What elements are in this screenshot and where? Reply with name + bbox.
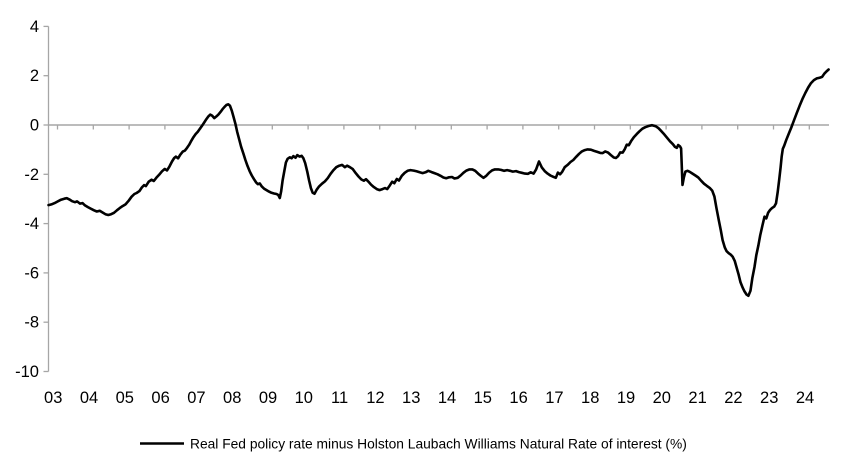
x-axis: 03 04 05 06 07 08 09 10 11 12 13 14 15 16 17 18 19 20 21 22…: [44, 125, 814, 407]
legend-label: Real Fed policy rate minus Holston Lauba…: [190, 437, 687, 452]
x-axis-label: 07: [187, 389, 205, 407]
x-axis-label: 05: [116, 389, 134, 407]
x-axis-label: 20: [653, 389, 671, 407]
y-axis-label: -4: [24, 215, 39, 233]
x-axis-label: 13: [402, 389, 420, 407]
data-line: [47, 68, 830, 298]
x-axis-label: 17: [545, 389, 563, 407]
x-axis-label: 16: [509, 389, 527, 407]
x-axis-label: 11: [331, 389, 348, 407]
x-axis-label: 09: [259, 389, 277, 407]
x-axis-label: 18: [581, 389, 599, 407]
x-axis-label: 23: [760, 389, 778, 407]
x-axis-label: 03: [44, 389, 62, 407]
x-axis-label: 14: [438, 389, 456, 407]
y-axis-label: -10: [15, 363, 39, 381]
x-axis-label: 12: [366, 389, 384, 407]
y-axis-label: -2: [24, 166, 39, 184]
x-axis-label: 24: [796, 389, 814, 407]
y-axis-label: 0: [30, 117, 39, 135]
x-axis-label: 06: [151, 389, 169, 407]
legend: Real Fed policy rate minus Holston Lauba…: [140, 437, 687, 452]
y-axis: 4 2 0 -2 -4 -6 -8 -10: [15, 18, 50, 381]
y-axis-label: 4: [30, 18, 39, 36]
x-axis-label: 22: [724, 389, 742, 407]
x-axis-label: 04: [80, 389, 98, 407]
x-axis-label: 08: [223, 389, 241, 407]
y-axis-label: -8: [24, 314, 39, 332]
x-axis-label: 21: [688, 389, 706, 407]
x-axis-label: 10: [295, 389, 313, 407]
y-axis-label: -6: [24, 264, 39, 282]
y-axis-label: 2: [30, 67, 39, 85]
x-axis-label: 15: [474, 389, 492, 407]
x-axis-label: 19: [617, 389, 635, 407]
